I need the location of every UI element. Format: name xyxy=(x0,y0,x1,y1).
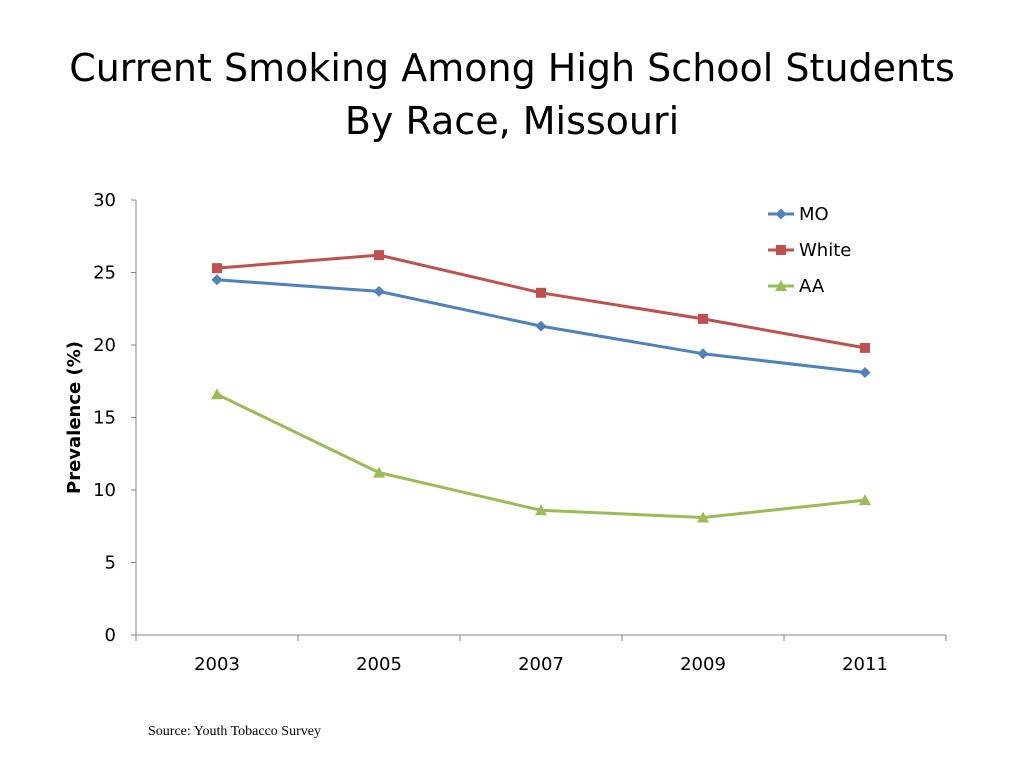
y-tick-label: 0 xyxy=(105,625,116,646)
x-tick-label: 2005 xyxy=(356,654,402,675)
legend-marker-aa xyxy=(775,280,787,291)
data-point-mo xyxy=(859,367,871,379)
title-line-1: Current Smoking Among High School Studen… xyxy=(69,46,955,90)
y-tick-label: 25 xyxy=(93,263,116,284)
title-line-2: By Race, Missouri xyxy=(344,99,680,144)
legend-label-white: White xyxy=(799,240,851,261)
legend-label-aa: AA xyxy=(799,276,825,297)
legend-marker-white xyxy=(776,245,786,255)
data-point-aa xyxy=(697,511,709,523)
series-line-aa xyxy=(216,392,866,520)
data-point-white xyxy=(374,250,384,261)
y-tick-label: 10 xyxy=(93,480,116,501)
x-tick-label: 2011 xyxy=(842,654,888,675)
series-line-white xyxy=(216,253,866,350)
data-point-white xyxy=(860,342,870,353)
data-point-mo xyxy=(697,348,709,360)
y-tick-label: 15 xyxy=(93,408,116,429)
data-point-mo xyxy=(211,274,223,286)
data-point-white xyxy=(698,313,708,324)
y-tick-label: 20 xyxy=(93,335,116,356)
y-tick-label: 30 xyxy=(93,190,116,211)
data-point-aa xyxy=(211,388,223,400)
data-point-white xyxy=(212,263,222,274)
legend-marker-mo xyxy=(775,208,787,220)
x-tick-label: 2009 xyxy=(680,654,726,675)
data-point-aa xyxy=(859,494,871,506)
data-point-white xyxy=(536,287,546,298)
data-point-aa xyxy=(535,504,547,516)
slide-title: Current Smoking Among High School Studen… xyxy=(0,42,1024,148)
legend-label-mo: MO xyxy=(799,204,829,225)
data-point-mo xyxy=(535,320,547,332)
y-axis-title: Prevalence (%) xyxy=(64,341,85,494)
y-tick-label: 5 xyxy=(105,553,116,574)
data-point-aa xyxy=(373,466,385,478)
source-note: Source: Youth Tobacco Survey xyxy=(148,724,321,739)
x-tick-label: 2003 xyxy=(194,654,240,675)
x-tick-label: 2007 xyxy=(518,654,564,675)
data-point-mo xyxy=(373,285,385,297)
